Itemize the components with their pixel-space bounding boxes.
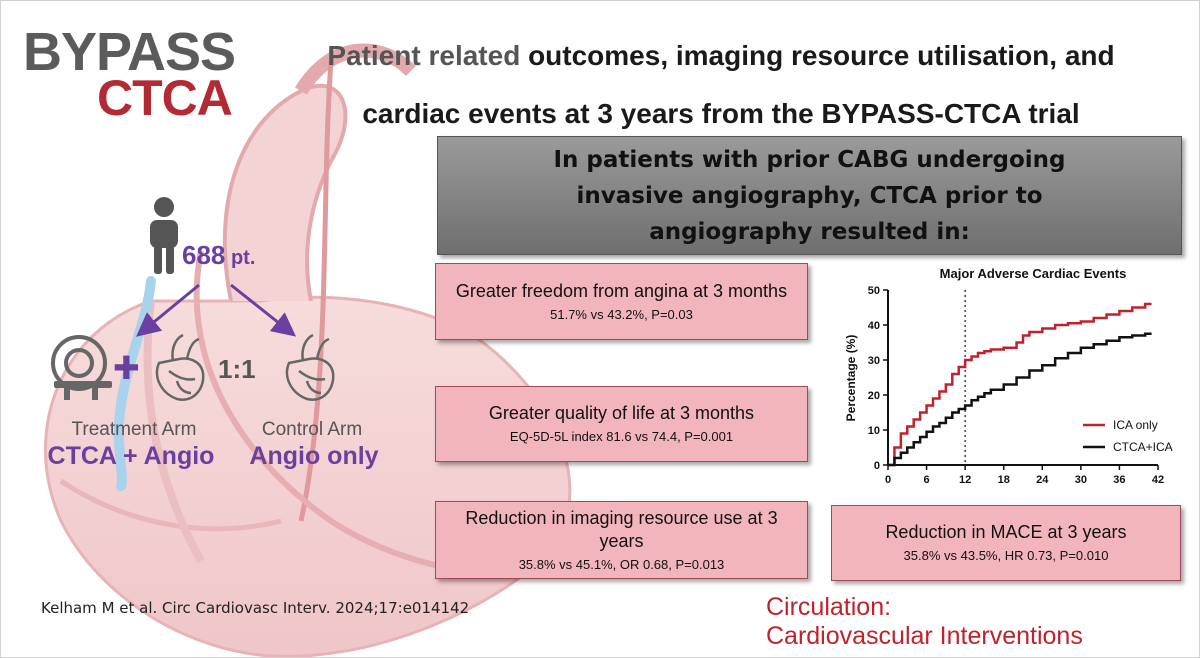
outcome-angina-stat: 51.7% vs 43.2%, P=0.03 xyxy=(550,306,693,322)
journal-line-1: Circulation: xyxy=(766,593,892,621)
x-tick-label: 0 xyxy=(885,474,891,486)
outcome-box-imaging: Reduction in imaging resource use at 3 y… xyxy=(435,501,808,579)
chart-title: Major Adverse Cardiac Events xyxy=(940,266,1127,281)
treatment-arm-name: CTCA + Angio xyxy=(47,442,215,470)
outcome-box-angina: Greater freedom from angina at 3 months … xyxy=(435,263,808,340)
summary-banner: In patients with prior CABG undergoing i… xyxy=(437,136,1182,255)
outcome-qol-stat: EQ-5D-5L index 81.6 vs 74.4, P=0.001 xyxy=(509,429,734,444)
title-dim-part: Patient related xyxy=(327,40,521,71)
treatment-arm-label: Treatment Arm xyxy=(71,419,197,440)
series-line-ica-only xyxy=(888,302,1152,467)
legend-label: ICA only xyxy=(1113,418,1158,432)
legend-label: CTCA+ICA xyxy=(1113,440,1173,454)
ct-scanner-icon xyxy=(51,335,112,400)
outcome-box-mace: Reduction in MACE at 3 years 35.8% vs 43… xyxy=(831,505,1181,581)
y-tick-label: 40 xyxy=(868,320,880,332)
patient-count-number: 688 xyxy=(182,240,226,270)
x-tick-label: 24 xyxy=(1036,474,1049,486)
logo-ctca-text: CTCA xyxy=(97,70,233,126)
x-tick-label: 12 xyxy=(959,474,971,486)
outcome-imaging-stat: 35.8% vs 45.1%, OR 0.68, P=0.013 xyxy=(518,556,725,572)
heart-angio-icon xyxy=(155,333,205,401)
patient-count-unit: pt. xyxy=(225,247,256,269)
journal-name: Circulation: Cardiovascular Intervention… xyxy=(766,593,1083,651)
citation: Kelham M et al. Circ Cardiovasc Interv. … xyxy=(41,599,470,617)
arrow-to-control xyxy=(230,283,297,337)
outcome-qol-head: Greater quality of life at 3 months xyxy=(488,403,755,423)
mace-chart: Major Adverse Cardiac Events Percentage … xyxy=(844,266,1173,486)
outcome-mace-head: Reduction in MACE at 3 years xyxy=(885,522,1127,542)
title-line-1: Patient related outcomes, imaging resour… xyxy=(271,27,1171,85)
outcome-mace-stat: 35.8% vs 43.5%, HR 0.73, P=0.010 xyxy=(903,548,1109,563)
y-tick-label: 20 xyxy=(868,390,880,402)
y-tick-label: 30 xyxy=(868,355,880,367)
x-tick-label: 36 xyxy=(1113,474,1125,486)
bypass-ctca-logo: BYPASS CTCA xyxy=(23,7,263,127)
y-tick-label: 0 xyxy=(874,460,880,472)
y-tick-label: 10 xyxy=(868,425,880,437)
person-icon xyxy=(150,197,178,274)
plus-icon: ✚ xyxy=(113,349,140,387)
x-tick-label: 30 xyxy=(1075,474,1087,486)
control-arm-label: Control Arm xyxy=(261,419,363,440)
title-line-2: cardiac events at 3 years from the BYPAS… xyxy=(362,98,1080,129)
randomisation-arrows xyxy=(136,283,297,337)
x-tick-label: 6 xyxy=(924,474,930,486)
journal-line-2: Cardiovascular Interventions xyxy=(766,622,1083,650)
outcome-imaging-head: Reduction in imaging resource use at 3 y… xyxy=(465,507,778,551)
banner-text: In patients with prior CABG undergoing i… xyxy=(553,146,1066,245)
series-line-ctca-ica xyxy=(888,332,1152,467)
control-arm-name: Angio only xyxy=(249,442,379,470)
title-line-1-rest: outcomes, imaging resource utilisation, … xyxy=(520,40,1115,71)
x-tick-label: 42 xyxy=(1152,474,1164,486)
heart-control-icon xyxy=(285,333,335,401)
arrow-to-treatment xyxy=(136,283,200,337)
outcome-box-quality-of-life: Greater quality of life at 3 months EQ-5… xyxy=(435,386,808,462)
randomisation-ratio: 1:1 xyxy=(218,354,256,384)
page-title: Patient related outcomes, imaging resour… xyxy=(271,27,1171,143)
outcome-angina-head: Greater freedom from angina at 3 months xyxy=(455,280,788,301)
x-tick-label: 18 xyxy=(998,474,1010,486)
y-tick-label: 50 xyxy=(868,285,880,297)
patient-count: 688 pt. xyxy=(182,240,255,271)
chart-y-axis-label: Percentage (%) xyxy=(844,335,858,422)
logo-bypass-text: BYPASS xyxy=(23,22,236,82)
